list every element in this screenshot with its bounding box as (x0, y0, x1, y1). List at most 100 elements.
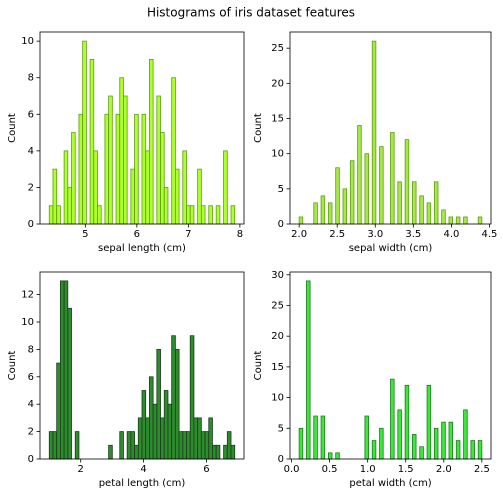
x-tick-label: 4.5 (482, 229, 498, 240)
histogram-bar (163, 390, 169, 460)
histogram-bar (419, 195, 424, 225)
histogram-bar (67, 307, 72, 460)
histogram-bar (171, 77, 176, 225)
axes-frame (39, 271, 245, 460)
x-tick-label: 5 (82, 229, 88, 240)
histogram-bar (349, 160, 355, 225)
y-axis-label: Count (7, 351, 18, 381)
histogram-bar (441, 209, 446, 225)
y-axis-label: Count (7, 113, 18, 143)
y-tick-label: 20 (271, 331, 284, 342)
histogram-bar (193, 417, 199, 460)
histogram-bar (141, 390, 147, 460)
x-tick-label: 0.0 (284, 464, 300, 475)
y-axis-label: Count (253, 113, 264, 143)
x-tick-label: 4.0 (443, 229, 459, 240)
histogram-bar (149, 376, 154, 460)
histogram-bar (412, 181, 417, 225)
histogram-bar (215, 444, 221, 460)
y-tick-label: 4 (28, 399, 34, 410)
y-tick-label: 6 (28, 109, 34, 120)
histogram-bar (208, 417, 213, 460)
histogram-bar (390, 378, 395, 460)
histogram-bar (174, 168, 180, 225)
axes-frame (289, 31, 492, 225)
histogram-bar (60, 280, 65, 460)
histogram-bar (441, 421, 446, 460)
histogram-bar (160, 132, 165, 225)
histogram-bar (433, 427, 439, 460)
x-tick-label: 7 (185, 229, 191, 240)
histogram-bar (152, 403, 158, 460)
histogram-bar (97, 205, 102, 225)
y-tick-label: 8 (28, 73, 34, 84)
y-tick-label: 6 (28, 372, 34, 383)
x-tick-label: 8 (237, 229, 243, 240)
histogram-bar (186, 205, 191, 225)
histogram-bar (200, 431, 206, 460)
histogram-bar (448, 421, 454, 460)
histogram-bar (357, 125, 362, 225)
histogram-bar (119, 77, 124, 225)
x-tick-label: 3.0 (367, 229, 383, 240)
axes-frame (289, 271, 492, 460)
x-tick-label: 1.0 (360, 464, 376, 475)
histogram-bar (149, 59, 154, 225)
histogram-bar (93, 150, 98, 225)
histogram-bar (108, 444, 113, 460)
histogram-bar (404, 384, 410, 460)
x-tick-label: 3.5 (405, 229, 421, 240)
histogram-bar (156, 95, 161, 225)
y-tick-label: 0 (278, 219, 284, 230)
histogram-bar (342, 188, 348, 225)
y-tick-label: 15 (271, 114, 284, 125)
histogram-bar (163, 187, 169, 225)
figure-title: Histograms of iris dataset features (147, 6, 355, 20)
histogram-bar (156, 349, 161, 460)
histogram-bar (130, 168, 135, 225)
y-tick-label: 5 (278, 423, 284, 434)
histogram-bar (63, 280, 69, 460)
histogram-bar (189, 335, 195, 460)
histogram-bar (126, 431, 132, 460)
histogram-bar (426, 384, 432, 460)
histogram-bar (455, 440, 461, 460)
histogram-bar (134, 113, 139, 225)
histogram-bar (52, 168, 58, 225)
histogram-bar (52, 431, 58, 460)
histogram-bar (48, 431, 54, 460)
histogram-bar (204, 431, 210, 460)
histogram-bar (364, 415, 369, 460)
histogram-bar (141, 113, 147, 225)
histogram-bar (78, 113, 84, 225)
x-tick-label: 2.0 (291, 229, 307, 240)
histogram-bar (306, 280, 311, 460)
y-tick-label: 20 (271, 78, 284, 89)
y-tick-label: 4 (28, 146, 34, 157)
x-tick-label: 2.5 (329, 229, 345, 240)
histogram-bar (186, 431, 191, 460)
axes-frame (39, 31, 245, 225)
histogram-bar (89, 59, 95, 225)
histogram-bar (223, 444, 228, 460)
y-axis-label: Count (253, 351, 264, 381)
histogram-bar (56, 205, 61, 225)
histogram-bar (335, 452, 340, 460)
x-tick-label: 2.0 (436, 464, 452, 475)
histogram-bar (167, 403, 173, 460)
y-tick-label: 0 (28, 454, 34, 465)
y-tick-label: 15 (271, 362, 284, 373)
x-tick-label: 6 (203, 464, 209, 475)
histogram-bar (182, 431, 187, 460)
histogram-bar (371, 440, 377, 460)
histogram-bar (67, 187, 72, 225)
histogram-bar (123, 95, 128, 225)
histogram-bar (364, 153, 369, 225)
x-tick-label: 2 (78, 464, 84, 475)
histogram-bar (397, 181, 402, 225)
histogram-bar (463, 216, 468, 225)
histogram-bar (313, 202, 318, 225)
histogram-bar (212, 444, 217, 460)
x-axis-label: sepal width (cm) (349, 243, 433, 254)
